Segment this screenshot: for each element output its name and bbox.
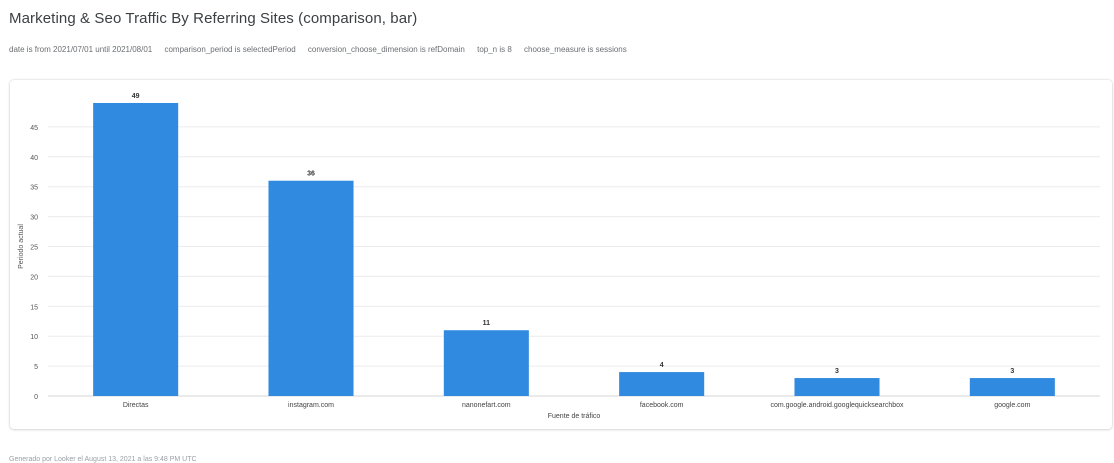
x-tick-label: facebook.com [640, 402, 684, 409]
x-tick-label: google.com [994, 402, 1030, 409]
x-tick-label: Directas [123, 402, 149, 409]
y-tick-label: 0 [34, 394, 38, 401]
filter-measure: choose_measure is sessions [524, 45, 627, 54]
y-tick-label: 10 [30, 334, 38, 341]
y-tick-label: 45 [30, 125, 38, 132]
filter-summary: date is from 2021/07/01 until 2021/08/01… [9, 45, 637, 54]
bar [443, 330, 529, 396]
filter-top-n: top_n is 8 [477, 45, 512, 54]
data-label: 49 [132, 93, 140, 100]
generated-footer: Generado por Looker el August 13, 2021 a… [9, 456, 197, 463]
data-label: 11 [483, 320, 491, 327]
filter-date: date is from 2021/07/01 until 2021/08/01 [9, 45, 153, 54]
y-tick-label: 40 [30, 155, 38, 162]
data-label: 3 [1010, 368, 1014, 375]
x-tick-label: nanonefart.com [462, 402, 511, 409]
y-axis-title: Periodo actual [18, 224, 25, 269]
y-tick-label: 30 [30, 215, 38, 222]
chart-card: 0 5 10 15 20 25 30 35 40 45 Periodo actual 49 Direct… [10, 80, 1112, 429]
y-tick-label: 5 [34, 364, 38, 371]
bar [93, 102, 179, 397]
bar-chart: 0 5 10 15 20 25 30 35 40 45 Periodo actual 49 Direct… [18, 93, 1100, 420]
report-title: Marketing & Seo Traffic By Referring Sit… [9, 10, 418, 27]
y-tick-label: 35 [30, 185, 38, 192]
x-tick-label: instagram.com [288, 402, 334, 409]
bar [969, 378, 1055, 396]
filter-comparison-period: comparison_period is selectedPeriod [164, 45, 296, 54]
bar [268, 180, 354, 396]
bar [619, 372, 705, 396]
data-label: 4 [660, 362, 664, 369]
filter-dimension: conversion_choose_dimension is refDomain [307, 45, 465, 54]
x-tick-label: com.google.android.googlequicksearchbox [770, 402, 904, 409]
bar [794, 378, 880, 396]
data-label: 36 [307, 171, 315, 178]
x-axis-title: Fuente de tráfico [548, 413, 601, 420]
y-tick-label: 25 [30, 245, 38, 252]
data-label: 3 [835, 368, 839, 375]
y-tick-label: 20 [30, 274, 38, 281]
y-tick-label: 15 [30, 304, 38, 311]
